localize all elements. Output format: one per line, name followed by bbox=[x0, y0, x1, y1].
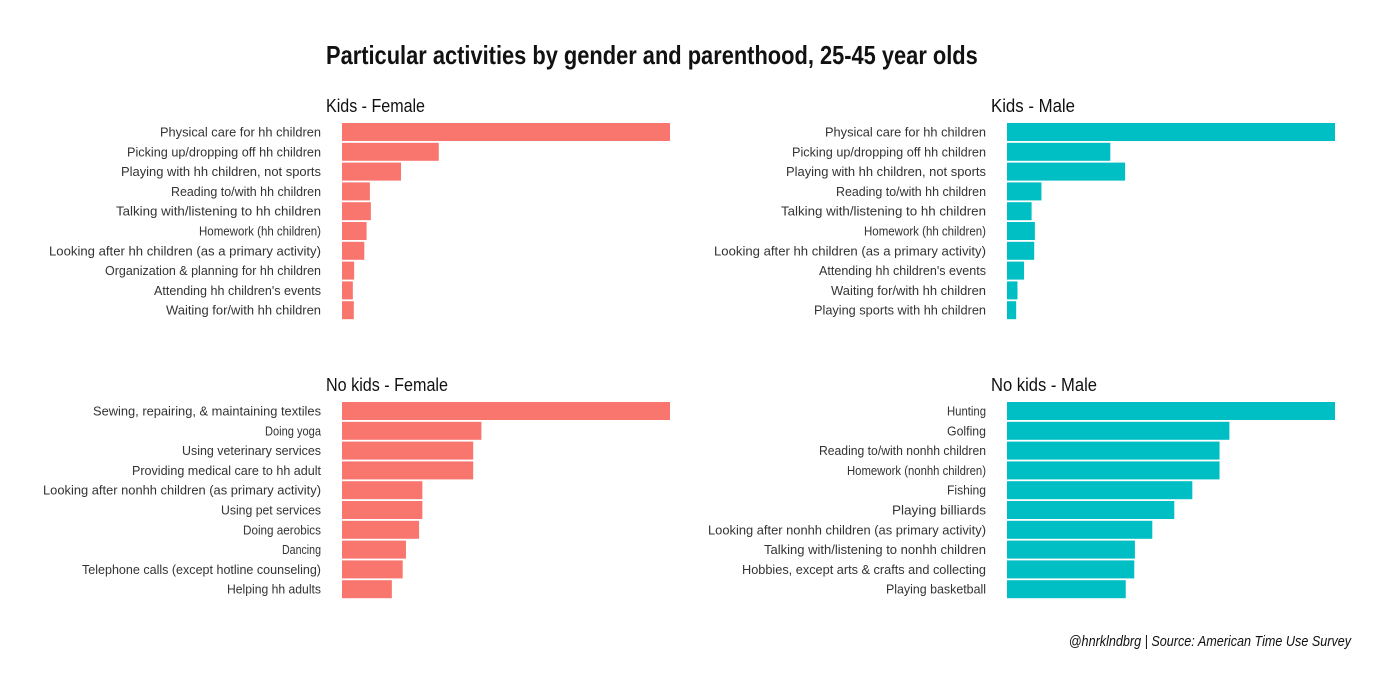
bar-looking-after-nonhh-children-as-primary-activity bbox=[342, 481, 423, 500]
bar-looking-after-hh-children-as-a-primary-activity bbox=[1007, 241, 1035, 260]
bar-telephone-calls-except-hotline-counseling bbox=[342, 560, 403, 579]
category-label: Attending hh children's events bbox=[154, 283, 321, 298]
bar-using-veterinary-services bbox=[342, 441, 474, 460]
category-label: Fishing bbox=[947, 483, 986, 498]
panel-title-no-kids-male: No kids - Male bbox=[991, 375, 1097, 395]
category-label: Looking after nonhh children (as primary… bbox=[43, 483, 321, 498]
bar-organization-planning-for-hh-children bbox=[342, 261, 355, 280]
category-label: Looking after nonhh children (as primary… bbox=[708, 522, 986, 537]
panel-kids-female: Kids - Female Physical care for hh childr… bbox=[49, 96, 670, 320]
bar-attending-hh-children-s-events bbox=[1007, 261, 1025, 280]
bar-doing-aerobics bbox=[342, 520, 420, 539]
category-label: Homework (hh children) bbox=[864, 224, 986, 239]
bar-reading-to-with-hh-children bbox=[342, 182, 370, 201]
category-label: Reading to/with hh children bbox=[171, 184, 321, 199]
category-label: Reading to/with nonhh children bbox=[819, 443, 986, 458]
category-label: Helping hh adults bbox=[227, 582, 321, 597]
category-label: Playing with hh children, not sports bbox=[786, 164, 986, 179]
category-label: Talking with/listening to hh children bbox=[781, 204, 986, 219]
bar-attending-hh-children-s-events bbox=[342, 281, 353, 300]
category-label: Playing with hh children, not sports bbox=[121, 164, 321, 179]
bar-using-pet-services bbox=[342, 501, 423, 519]
panel-no-kids-male: No kids - Male Hunting Golfing Reading to/w… bbox=[708, 375, 1335, 599]
panel-title-kids-male: Kids - Male bbox=[991, 96, 1075, 116]
category-label: Attending hh children's events bbox=[819, 263, 986, 278]
category-label: Hobbies, except arts & crafts and collec… bbox=[742, 562, 986, 577]
bar-playing-sports-with-hh-children bbox=[1007, 301, 1017, 320]
bar-dancing bbox=[342, 540, 406, 559]
bar-physical-care-for-hh-children bbox=[1007, 123, 1335, 141]
category-label: Talking with/listening to hh children bbox=[116, 204, 321, 219]
bar-hunting bbox=[1007, 402, 1335, 420]
category-label: Physical care for hh children bbox=[160, 125, 321, 140]
panel-kids-male: Kids - Male Physical care for hh children… bbox=[714, 96, 1335, 320]
bar-playing-billiards bbox=[1007, 501, 1175, 519]
category-label: Doing aerobics bbox=[243, 522, 321, 537]
category-label: Organization & planning for hh children bbox=[105, 263, 321, 278]
category-label: Playing sports with hh children bbox=[814, 303, 986, 318]
bar-hobbies-except-arts-crafts-and-collecting bbox=[1007, 560, 1135, 579]
bar-playing-basketball bbox=[1007, 580, 1126, 599]
bar-sewing-repairing-maintaining-textiles bbox=[342, 402, 670, 420]
category-label: Playing billiards bbox=[892, 503, 987, 518]
bar-fishing bbox=[1007, 481, 1193, 500]
category-label: Using veterinary services bbox=[182, 443, 321, 458]
bar-looking-after-hh-children-as-a-primary-activity bbox=[342, 241, 365, 260]
bar-golfing bbox=[1007, 421, 1230, 440]
category-label: Using pet services bbox=[221, 503, 321, 518]
bar-talking-with-listening-to-hh-children bbox=[342, 202, 371, 221]
category-label: Doing yoga bbox=[265, 423, 322, 438]
category-label: Picking up/dropping off hh children bbox=[127, 144, 321, 159]
category-label: Talking with/listening to nonhh children bbox=[764, 542, 986, 557]
category-label: Dancing bbox=[282, 542, 321, 557]
bar-doing-yoga bbox=[342, 421, 482, 440]
category-label: Golfing bbox=[947, 423, 986, 438]
bar-providing-medical-care-to-hh-adult bbox=[342, 461, 474, 480]
bar-reading-to-with-hh-children bbox=[1007, 182, 1042, 201]
chart-title: Particular activities by gender and pare… bbox=[326, 40, 978, 70]
bar-helping-hh-adults bbox=[342, 580, 392, 599]
panel-title-no-kids-female: No kids - Female bbox=[326, 375, 448, 395]
bar-talking-with-listening-to-hh-children bbox=[1007, 202, 1032, 221]
category-label: Waiting for/with hh children bbox=[831, 283, 986, 298]
panel-title-kids-female: Kids - Female bbox=[326, 96, 425, 116]
bar-talking-with-listening-to-nonhh-children bbox=[1007, 540, 1135, 559]
bar-reading-to-with-nonhh-children bbox=[1007, 441, 1220, 460]
category-label: Hunting bbox=[947, 404, 986, 419]
category-label: Telephone calls (except hotline counseli… bbox=[82, 562, 321, 577]
bar-picking-up-dropping-off-hh-children bbox=[342, 142, 439, 161]
category-label: Providing medical care to hh adult bbox=[132, 463, 321, 478]
bar-homework-hh-children bbox=[342, 222, 367, 240]
bar-picking-up-dropping-off-hh-children bbox=[1007, 142, 1111, 161]
category-label: Picking up/dropping off hh children bbox=[792, 144, 986, 159]
bar-playing-with-hh-children-not-sports bbox=[1007, 162, 1126, 181]
bar-playing-with-hh-children-not-sports bbox=[342, 162, 402, 181]
bar-waiting-for-with-hh-children bbox=[342, 301, 354, 320]
category-label: Homework (hh children) bbox=[199, 224, 321, 239]
category-label: Playing basketball bbox=[886, 582, 986, 597]
bar-homework-nonhh-children bbox=[1007, 461, 1220, 480]
category-label: Homework (nonhh children) bbox=[847, 463, 986, 478]
panel-no-kids-female: No kids - Female Sewing, repairing, & mai… bbox=[43, 375, 670, 599]
bar-waiting-for-with-hh-children bbox=[1007, 281, 1018, 300]
category-label: Physical care for hh children bbox=[825, 125, 986, 140]
category-label: Waiting for/with hh children bbox=[166, 303, 321, 318]
category-label: Looking after hh children (as a primary … bbox=[49, 243, 321, 258]
category-label: Looking after hh children (as a primary … bbox=[714, 243, 986, 258]
bar-homework-hh-children bbox=[1007, 222, 1035, 240]
category-label: Sewing, repairing, & maintaining textile… bbox=[93, 404, 321, 419]
bar-physical-care-for-hh-children bbox=[342, 123, 670, 141]
source-caption: @hnrklndbrg | Source: American Time Use … bbox=[1068, 633, 1351, 650]
category-label: Reading to/with hh children bbox=[836, 184, 986, 199]
bar-looking-after-nonhh-children-as-primary-activity bbox=[1007, 520, 1153, 539]
